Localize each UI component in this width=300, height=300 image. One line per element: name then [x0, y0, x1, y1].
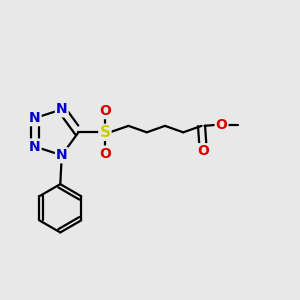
Text: O: O: [99, 146, 111, 161]
Text: N: N: [29, 140, 40, 154]
Text: N: N: [29, 111, 40, 125]
Text: S: S: [99, 125, 110, 140]
Text: N: N: [56, 148, 68, 162]
Text: O: O: [197, 144, 209, 158]
Text: N: N: [56, 102, 68, 116]
Text: O: O: [99, 104, 111, 118]
Text: O: O: [216, 118, 227, 132]
